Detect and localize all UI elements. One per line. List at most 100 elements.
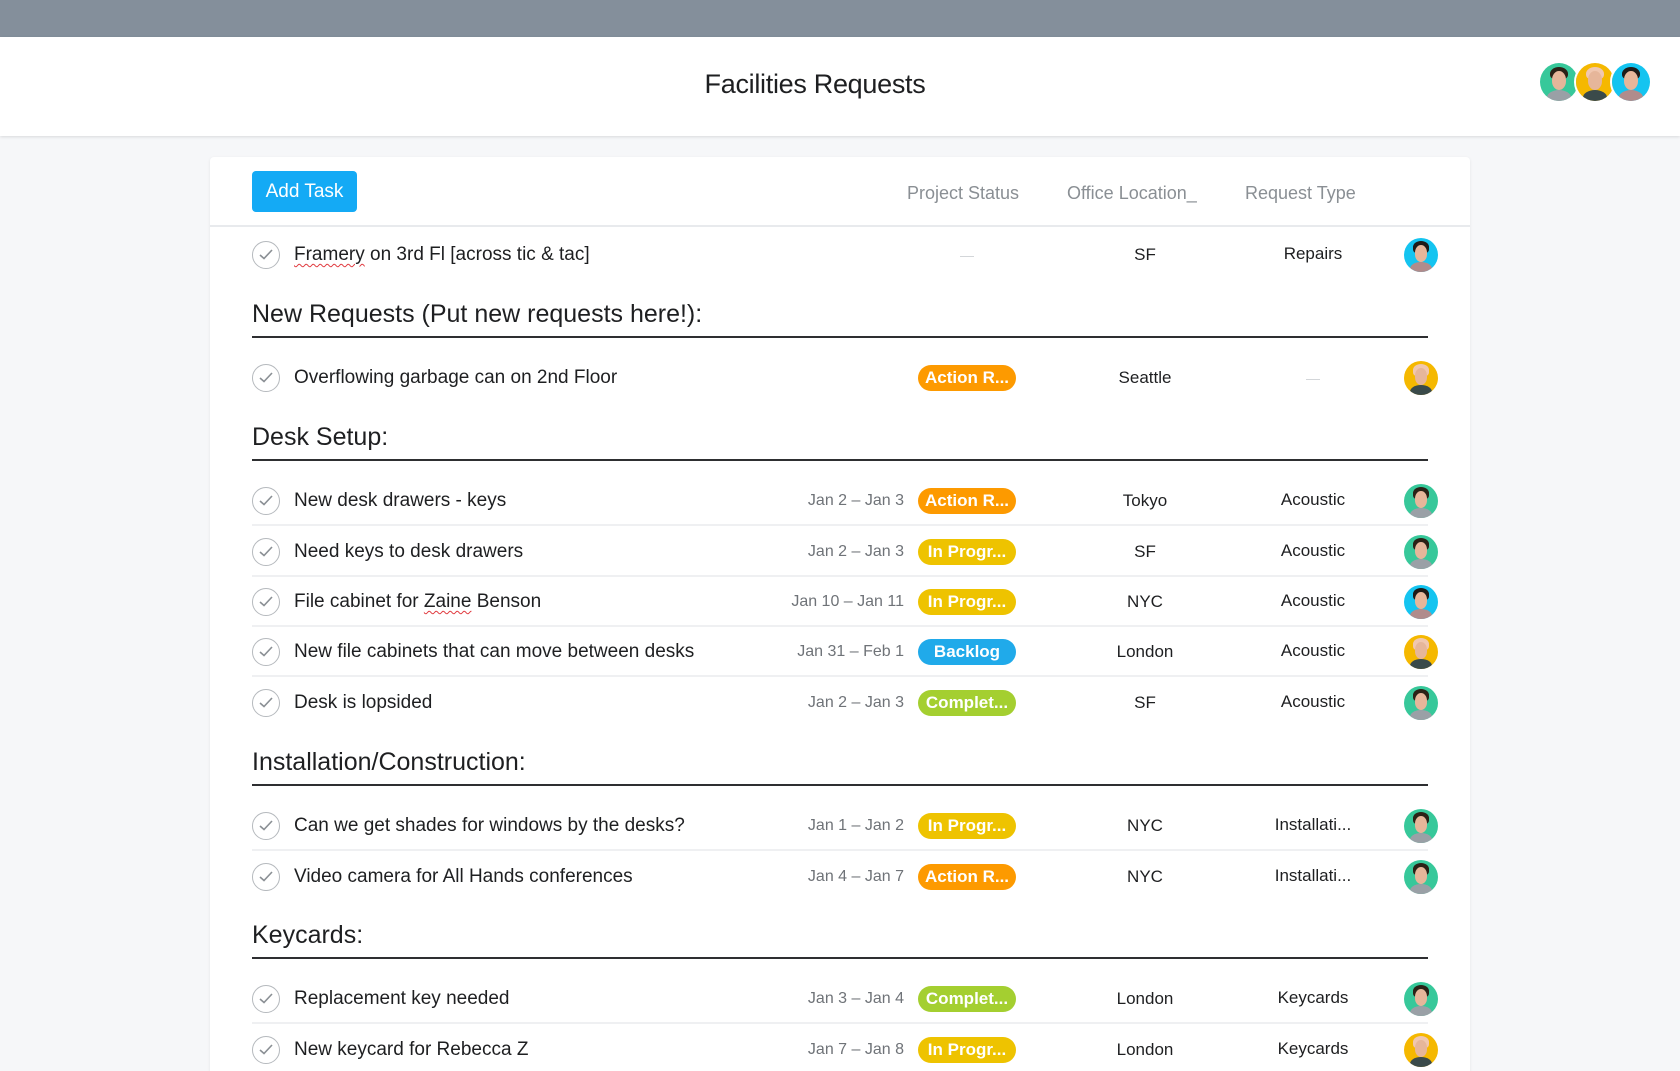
request-type[interactable]: Installati... bbox=[1274, 866, 1352, 885]
status-badge[interactable]: Action R... bbox=[918, 365, 1016, 391]
avatar[interactable] bbox=[1610, 61, 1652, 103]
task-name[interactable]: Need keys to desk drawers bbox=[294, 541, 524, 562]
office-location[interactable]: NYC bbox=[1127, 592, 1163, 611]
due-date[interactable]: Jan 2 – Jan 3 bbox=[807, 543, 904, 560]
complete-checkbox[interactable] bbox=[252, 241, 280, 269]
complete-checkbox[interactable] bbox=[252, 487, 280, 515]
task-row[interactable]: Replacement key needed Jan 3 – Jan 4 Compl… bbox=[252, 974, 1438, 1024]
office-location[interactable]: SF bbox=[1134, 542, 1156, 561]
office-location[interactable]: London bbox=[1116, 989, 1174, 1008]
task-name-part: File cabinet for bbox=[294, 591, 424, 612]
complete-checkbox[interactable] bbox=[252, 364, 280, 392]
status-badge[interactable]: In Progr... bbox=[918, 1037, 1016, 1063]
task-row[interactable]: Can we get shades for windows by the des… bbox=[252, 801, 1438, 851]
due-date[interactable]: Jan 1 – Jan 2 bbox=[807, 817, 904, 834]
due-date[interactable]: Jan 10 – Jan 11 bbox=[791, 593, 904, 610]
column-header-office-location[interactable]: Office Location_ bbox=[1067, 183, 1197, 203]
task-row[interactable]: Desk is lopsided Jan 2 – Jan 3 Complet... S… bbox=[252, 678, 1438, 728]
complete-checkbox[interactable] bbox=[252, 812, 280, 840]
task-row[interactable]: Need keys to desk drawers Jan 2 – Jan 3 In… bbox=[252, 527, 1438, 577]
office-location[interactable]: London bbox=[1116, 1040, 1174, 1059]
status-badge[interactable]: In Progr... bbox=[918, 539, 1016, 565]
assignee-avatar[interactable] bbox=[1404, 982, 1438, 1016]
task-name[interactable]: Replacement key needed bbox=[294, 988, 510, 1009]
request-type[interactable]: Acoustic bbox=[1280, 490, 1346, 509]
office-location[interactable]: Seattle bbox=[1118, 368, 1172, 387]
request-type[interactable]: Acoustic bbox=[1280, 591, 1346, 610]
task-row[interactable]: Overflowing garbage can on 2nd Floor Acti… bbox=[252, 353, 1438, 403]
checkmark-icon bbox=[259, 646, 273, 657]
task-name[interactable]: New desk drawers - keys bbox=[294, 490, 507, 511]
column-header-request-type[interactable]: Request Type bbox=[1245, 183, 1356, 203]
empty-status-placeholder[interactable] bbox=[960, 256, 974, 257]
office-location[interactable]: NYC bbox=[1127, 867, 1163, 886]
request-type[interactable]: Keycards bbox=[1277, 1039, 1349, 1058]
complete-checkbox[interactable] bbox=[252, 985, 280, 1013]
task-row[interactable]: New desk drawers - keys Jan 2 – Jan 3 Acti… bbox=[252, 476, 1438, 526]
assignee-avatar[interactable] bbox=[1404, 1033, 1438, 1067]
due-date[interactable]: Jan 3 – Jan 4 bbox=[807, 990, 904, 1007]
due-date[interactable]: Jan 2 – Jan 3 bbox=[807, 492, 904, 509]
task-name[interactable]: Overflowing garbage can on 2nd Floor bbox=[294, 367, 618, 388]
office-location[interactable]: London bbox=[1116, 642, 1174, 661]
office-location[interactable]: SF bbox=[1134, 245, 1156, 264]
task-name[interactable]: Framery on 3rd Fl [across tic & tac] bbox=[294, 244, 590, 266]
assignee-avatar[interactable] bbox=[1404, 860, 1438, 894]
status-badge[interactable]: Action R... bbox=[918, 488, 1016, 514]
task-row[interactable]: Framery on 3rd Fl [across tic & tac] SF Re… bbox=[252, 230, 1438, 280]
task-row[interactable]: New keycard for Rebecca Z Jan 7 – Jan 8 In… bbox=[252, 1025, 1438, 1071]
request-type[interactable]: Acoustic bbox=[1280, 541, 1346, 560]
request-type[interactable]: Installati... bbox=[1274, 815, 1352, 834]
task-row[interactable]: Video camera for All Hands conferences Ja… bbox=[252, 852, 1438, 902]
task-name[interactable]: Video camera for All Hands conferences bbox=[294, 866, 633, 887]
assignee-avatar[interactable] bbox=[1404, 686, 1438, 720]
request-type[interactable]: Acoustic bbox=[1280, 641, 1346, 660]
request-type[interactable]: Keycards bbox=[1277, 988, 1349, 1007]
status-badge[interactable]: Complet... bbox=[918, 690, 1016, 716]
due-date[interactable]: Jan 2 – Jan 3 bbox=[807, 694, 904, 711]
status-badge[interactable]: In Progr... bbox=[918, 813, 1016, 839]
add-task-button[interactable]: Add Task bbox=[252, 171, 357, 212]
section-header[interactable]: Keycards: bbox=[252, 921, 1428, 959]
status-badge[interactable]: Complet... bbox=[918, 986, 1016, 1012]
assignee-avatar[interactable] bbox=[1404, 238, 1438, 272]
assignee-avatar[interactable] bbox=[1404, 535, 1438, 569]
assignee-avatar[interactable] bbox=[1404, 484, 1438, 518]
avatar[interactable] bbox=[1538, 61, 1580, 103]
assignee-avatar[interactable] bbox=[1404, 585, 1438, 619]
complete-checkbox[interactable] bbox=[252, 638, 280, 666]
task-name[interactable]: Can we get shades for windows by the des… bbox=[294, 815, 685, 836]
task-name[interactable]: File cabinet for Zaine Benson bbox=[294, 591, 541, 613]
checkmark-icon bbox=[259, 249, 273, 260]
column-header-project-status[interactable]: Project Status bbox=[907, 183, 1020, 203]
complete-checkbox[interactable] bbox=[252, 588, 280, 616]
complete-checkbox[interactable] bbox=[252, 689, 280, 717]
office-location[interactable]: NYC bbox=[1127, 816, 1163, 835]
due-date[interactable]: Jan 7 – Jan 8 bbox=[807, 1041, 904, 1058]
complete-checkbox[interactable] bbox=[252, 538, 280, 566]
office-location[interactable]: Tokyo bbox=[1122, 491, 1168, 510]
empty-type-placeholder[interactable] bbox=[1306, 379, 1320, 380]
office-location[interactable]: SF bbox=[1134, 693, 1156, 712]
status-badge[interactable]: Backlog bbox=[918, 639, 1016, 665]
due-date[interactable]: Jan 4 – Jan 7 bbox=[807, 868, 904, 885]
assignee-avatar[interactable] bbox=[1404, 635, 1438, 669]
task-row[interactable]: New file cabinets that can move between … bbox=[252, 627, 1438, 677]
due-date[interactable]: Jan 31 – Feb 1 bbox=[797, 643, 904, 660]
section-header[interactable]: New Requests (Put new requests here!): bbox=[252, 300, 1428, 338]
request-type[interactable]: Acoustic bbox=[1280, 692, 1346, 711]
status-badge[interactable]: Action R... bbox=[918, 864, 1016, 890]
complete-checkbox[interactable] bbox=[252, 863, 280, 891]
assignee-avatar[interactable] bbox=[1404, 809, 1438, 843]
task-row[interactable]: File cabinet for Zaine Benson Jan 10 – Ja… bbox=[252, 577, 1438, 627]
section-header[interactable]: Desk Setup: bbox=[252, 423, 1428, 461]
request-type[interactable]: Repairs bbox=[1283, 244, 1343, 263]
assignee-avatar[interactable] bbox=[1404, 361, 1438, 395]
task-name[interactable]: New keycard for Rebecca Z bbox=[294, 1039, 529, 1060]
section-header[interactable]: Installation/Construction: bbox=[252, 748, 1428, 786]
checkmark-icon bbox=[259, 993, 273, 1004]
task-name[interactable]: Desk is lopsided bbox=[294, 692, 433, 713]
complete-checkbox[interactable] bbox=[252, 1036, 280, 1064]
status-badge[interactable]: In Progr... bbox=[918, 589, 1016, 615]
task-name[interactable]: New file cabinets that can move between … bbox=[294, 641, 695, 662]
